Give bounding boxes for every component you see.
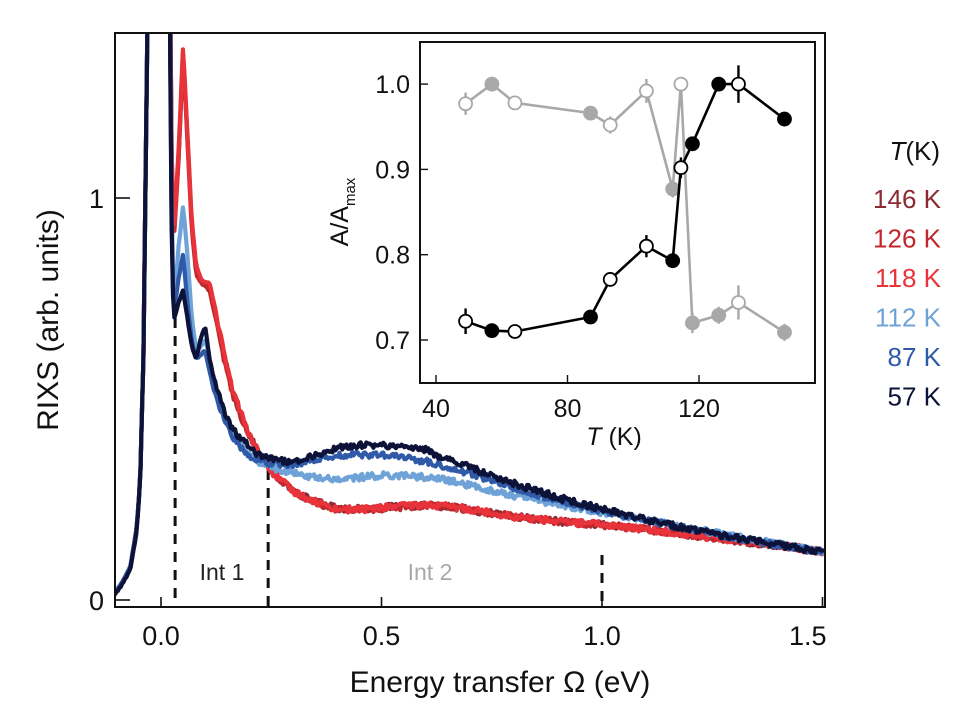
main-plot-frame (114, 32, 826, 608)
x-tick-label: 0.0 (142, 621, 180, 651)
open-marker (673, 76, 689, 92)
legend-entry: 146 K (873, 184, 942, 214)
rixs-curves (115, 33, 825, 597)
legend-title-unit: (K) (905, 136, 940, 166)
open-marker (458, 96, 473, 112)
main-y-ticks: 01 (89, 184, 130, 616)
open-marker (639, 83, 654, 99)
inset-plot: 40 80 120 0.7 0.8 0.9 1.0 T (K) A/Amax (326, 41, 816, 451)
x-tick-label: 1.5 (789, 621, 827, 651)
filled-marker (583, 309, 598, 325)
inset-y-axis-title-main: A/A (326, 206, 354, 247)
open-marker (507, 95, 523, 111)
inset-series-int2 (458, 76, 792, 341)
open-marker (673, 160, 689, 176)
int2-label: Int 2 (408, 559, 453, 585)
legend-entry: 126 K (873, 224, 942, 254)
filled-marker (711, 307, 727, 323)
inset-y-axis-title-sub: max (342, 177, 359, 206)
inset-y-tick-label: 0.9 (375, 156, 410, 184)
inset-y-ticks: 0.7 0.8 0.9 1.0 (375, 71, 428, 355)
legend: T(K) 146 K 126 K 118 K 112 K 87 K 57 K (873, 136, 942, 412)
open-marker (507, 324, 523, 339)
open-marker (731, 295, 746, 310)
x-tick-label: 1.0 (583, 621, 621, 651)
open-marker (731, 76, 746, 92)
inset-y-tick-label: 0.7 (375, 327, 410, 355)
open-marker (602, 117, 618, 133)
filled-marker (484, 323, 500, 339)
open-marker (458, 313, 473, 329)
legend-title: T(K) (889, 136, 940, 166)
filled-marker (711, 76, 727, 92)
filled-marker (685, 136, 700, 152)
inset-x-tick-label: 40 (422, 395, 450, 423)
int1-label: Int 1 (200, 559, 245, 585)
inset-frame (419, 41, 816, 384)
legend-title-symbol: T (889, 136, 907, 166)
inset-x-tick-label: 120 (678, 395, 720, 423)
inset-x-axis-title-unit: (K) (602, 423, 642, 451)
filled-marker (777, 111, 792, 127)
filled-marker (484, 76, 500, 92)
inset-x-axis-title-symbol: T (586, 423, 603, 451)
rixs-curve-118k (115, 33, 825, 595)
main-y-axis-title: RIXS (arb. units) (32, 209, 65, 431)
rixs-curve-57k (115, 33, 825, 597)
inset-x-ticks: 40 80 120 (422, 375, 720, 423)
inset-x-axis-title: T (K) (586, 423, 642, 451)
filled-marker (665, 181, 681, 197)
inset-y-tick-label: 1.0 (375, 71, 410, 99)
legend-entry: 118 K (875, 263, 942, 293)
x-tick-label: 0.5 (363, 621, 401, 651)
filled-marker (583, 105, 598, 121)
inset-series-int1 (458, 65, 792, 339)
filled-marker (665, 253, 681, 269)
inset-y-axis-title: A/Amax (326, 177, 359, 246)
filled-marker (777, 324, 792, 340)
inset-series (458, 65, 792, 341)
y-tick-label: 0 (89, 586, 104, 616)
open-marker (602, 272, 618, 287)
legend-entry: 112 K (875, 303, 942, 333)
inset-x-tick-label: 80 (554, 395, 582, 423)
main-plot: 0.0 0.5 1.0 1.5 01 Energy transfer Ω (eV) R… (32, 32, 827, 699)
legend-entries: 146 K 126 K 118 K 112 K 87 K 57 K (873, 184, 942, 412)
filled-marker (685, 315, 700, 331)
legend-entry: 87 K (888, 342, 942, 372)
inset-y-tick-label: 0.8 (375, 242, 410, 270)
open-marker (639, 238, 654, 254)
y-tick-label: 1 (89, 184, 104, 214)
main-x-ticks: 0.0 0.5 1.0 1.5 (142, 597, 827, 651)
main-x-axis-title: Energy transfer Ω (eV) (350, 666, 651, 699)
legend-entry: 57 K (888, 382, 942, 412)
